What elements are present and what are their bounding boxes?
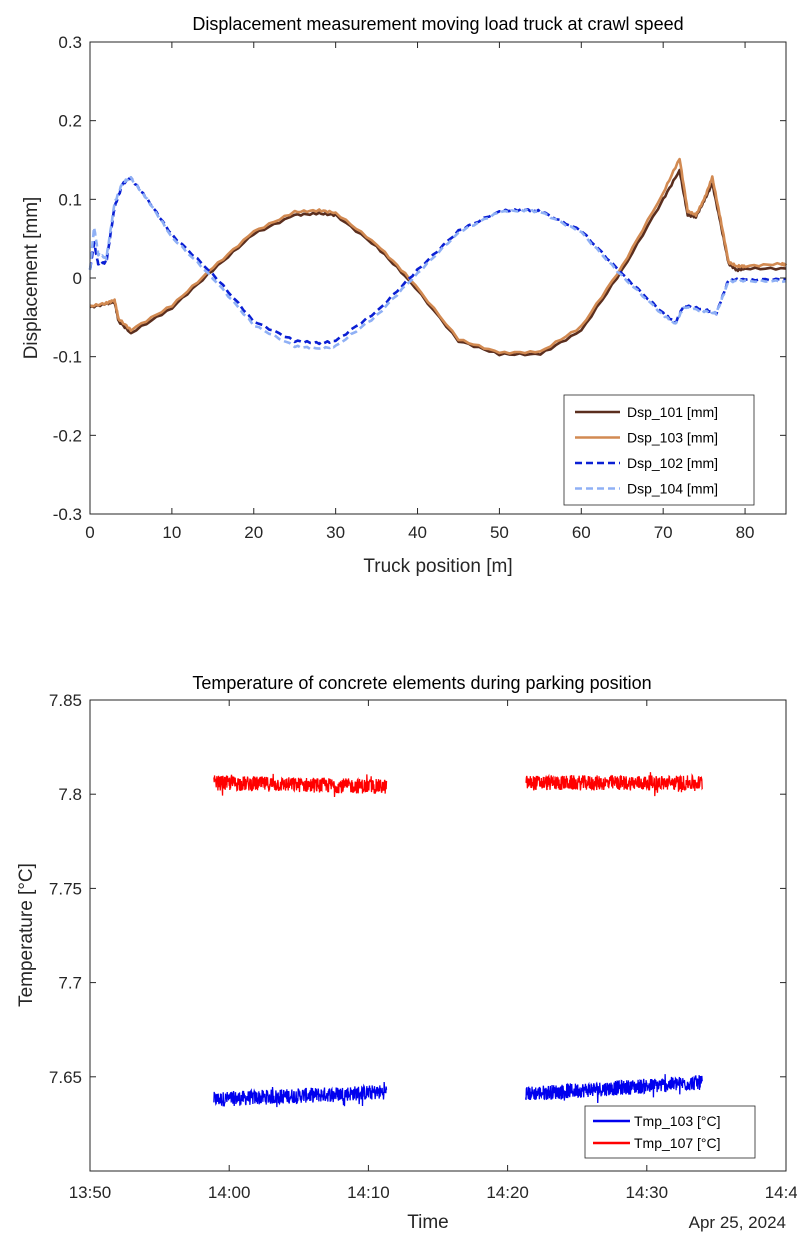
- temperature-chart-title: Temperature of concrete elements during …: [192, 673, 651, 693]
- displacement-y-tick-label: 0.3: [58, 33, 82, 52]
- displacement-y-tick-label: -0.1: [53, 348, 82, 367]
- displacement-legend-label: Dsp_103 [mm]: [627, 430, 718, 446]
- displacement-chart-title: Displacement measurement moving load tru…: [192, 14, 683, 34]
- temperature-x-tick-label: 14:10: [347, 1183, 390, 1202]
- temperature-x-tick-label: 14:20: [486, 1183, 529, 1202]
- displacement-y-tick-label: -0.3: [53, 505, 82, 524]
- temperature-date-label: Apr 25, 2024: [689, 1213, 786, 1232]
- temperature-x-tick-label: 14:40: [765, 1183, 797, 1202]
- displacement-x-tick-label: 70: [654, 523, 673, 542]
- temperature-legend-label: Tmp_107 [°C]: [634, 1135, 721, 1151]
- temperature-series-tmp-103-segment-1: [213, 1081, 388, 1108]
- temperature-x-tick-label: 14:30: [626, 1183, 669, 1202]
- temperature-y-tick-label: 7.65: [49, 1068, 82, 1087]
- displacement-x-tick-label: 30: [326, 523, 345, 542]
- displacement-y-tick-label: -0.2: [53, 426, 82, 445]
- temperature-y-tick-label: 7.7: [58, 974, 82, 993]
- temperature-axes-box: [89, 699, 787, 1172]
- displacement-legend-label: Dsp_102 [mm]: [627, 455, 718, 471]
- temperature-x-tick-label: 14:00: [208, 1183, 251, 1202]
- displacement-y-tick-label: 0.1: [58, 190, 82, 209]
- displacement-legend: Dsp_101 [mm] Dsp_103 [mm] Dsp_102 [mm] Dsp_…: [563, 394, 755, 506]
- temperature-legend: Tmp_103 [°C] Tmp_107 [°C]: [584, 1105, 756, 1159]
- temperature-legend-label: Tmp_103 [°C]: [634, 1113, 721, 1129]
- temperature-plot-area: [90, 700, 786, 1171]
- displacement-series-line-dsp-104: [88, 175, 787, 351]
- displacement-legend-box: [563, 394, 755, 506]
- displacement-x-tick-label: 80: [736, 523, 755, 542]
- temperature-x-tick-label: 13:50: [69, 1183, 112, 1202]
- temperature-series-group: [213, 772, 704, 1108]
- temperature-x-axis-label: Time: [407, 1212, 449, 1233]
- displacement-chart: Displacement measurement moving load tru…: [21, 14, 788, 577]
- displacement-x-tick-label: 40: [408, 523, 427, 542]
- displacement-series-line-dsp-103: [89, 157, 788, 355]
- displacement-x-tick-label: 20: [244, 523, 263, 542]
- temperature-legend-box: [584, 1105, 756, 1159]
- displacement-legend-label: Dsp_104 [mm]: [627, 481, 718, 497]
- temperature-y-tick-label: 7.75: [49, 879, 82, 898]
- displacement-x-tick-label: 60: [572, 523, 591, 542]
- temperature-series-tmp-107-segment-1: [213, 773, 388, 798]
- temperature-chart: Temperature of concrete elements during …: [16, 673, 797, 1233]
- displacement-x-axis-label: Truck position [m]: [363, 556, 512, 577]
- temperature-y-tick-label: 7.8: [58, 785, 82, 804]
- temperature-y-tick-label: 7.85: [49, 691, 82, 710]
- temperature-series-tmp-107-segment-2: [525, 772, 704, 797]
- temperature-series-tmp-103-segment-2: [525, 1074, 703, 1103]
- displacement-x-tick-label: 50: [490, 523, 509, 542]
- displacement-y-tick-label: 0.2: [58, 112, 82, 131]
- displacement-y-tick-label: 0: [73, 269, 82, 288]
- displacement-series-group: [88, 157, 788, 357]
- displacement-x-tick-label: 10: [162, 523, 181, 542]
- temperature-y-axis-label: Temperature [°C]: [16, 863, 37, 1007]
- displacement-x-tick-label: 0: [85, 523, 94, 542]
- displacement-y-axis-label: Displacement [mm]: [21, 197, 42, 360]
- displacement-legend-label: Dsp_101 [mm]: [627, 404, 718, 420]
